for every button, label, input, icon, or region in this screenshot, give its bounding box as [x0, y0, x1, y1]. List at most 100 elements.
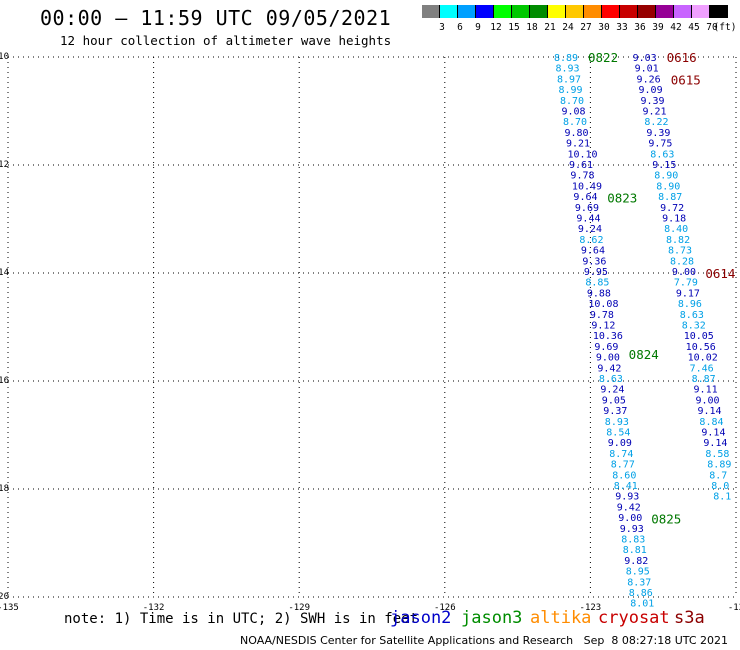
pass-time-label: 0824 — [629, 347, 659, 362]
color-scale-swatch — [512, 5, 530, 18]
color-scale-swatch — [584, 5, 602, 18]
wave-height-value: 9.15 — [652, 160, 676, 171]
wave-height-value: 9.03 — [633, 53, 657, 64]
wave-height-value: 8.89 — [707, 460, 731, 471]
color-scale-swatch — [710, 5, 728, 18]
wave-height-value: 10.08 — [588, 299, 618, 310]
wave-height-value: 8.99 — [558, 85, 582, 96]
wave-height-value: 9.39 — [640, 96, 664, 107]
chart-title: 00:00 – 11:59 UTC 09/05/2021 — [40, 6, 392, 30]
color-scale-swatch — [458, 5, 476, 18]
lat-tick-label: -16 — [0, 376, 9, 386]
wave-height-value: 8.81 — [623, 545, 647, 556]
wave-height-value: 8.84 — [699, 417, 723, 428]
wave-height-value: 9.12 — [591, 321, 615, 332]
wave-height-value: 9.93 — [620, 524, 644, 535]
lon-tick-label: -12 — [728, 603, 740, 613]
satellite-label-jason3: jason3 — [461, 608, 523, 628]
color-scale-swatch — [494, 5, 512, 18]
color-scale-swatch — [566, 5, 584, 18]
wave-height-value: 9.88 — [587, 288, 611, 299]
wave-height-value: 8.85 — [585, 278, 609, 289]
wave-height-value: 7.79 — [674, 278, 698, 289]
wave-height-value: 9.09 — [639, 85, 663, 96]
wave-height-value: 8.82 — [666, 235, 690, 246]
wave-height-value: 9.01 — [635, 64, 659, 75]
wave-height-value: 9.37 — [603, 406, 627, 417]
wave-height-value: 9.36 — [582, 256, 606, 267]
wave-height-value: 10.02 — [688, 353, 718, 364]
color-scale-label: 36 — [634, 22, 646, 33]
wave-height-value: 9.78 — [590, 310, 614, 321]
wave-height-value: 8.63 — [650, 149, 674, 160]
wave-height-value: 7.46 — [690, 363, 714, 374]
wave-height-value: 8.41 — [614, 481, 638, 492]
satellite-label-cryosat: cryosat — [598, 608, 670, 628]
footer-note: note: 1) Time is in UTC; 2) SWH is in fe… — [64, 611, 419, 627]
wave-height-value: 9.80 — [564, 128, 588, 139]
color-scale-label: 18 — [526, 22, 538, 33]
wave-height-value: 9.24 — [578, 224, 602, 235]
wave-height-value: 8.01 — [630, 599, 654, 610]
color-scale-swatch — [548, 5, 566, 18]
wave-height-value: 9.39 — [646, 128, 670, 139]
wave-height-value: 8.90 — [654, 171, 678, 182]
color-scale-label: 15 — [508, 22, 520, 33]
wave-height-value: 9.08 — [561, 107, 585, 118]
color-scale-label: 39 — [652, 22, 664, 33]
color-scale-swatch — [602, 5, 620, 18]
color-scale-label: 24 — [562, 22, 574, 33]
lat-tick-label: -10 — [0, 52, 9, 62]
color-scale-swatch — [638, 5, 656, 18]
color-scale-label: 30 — [598, 22, 610, 33]
wave-height-value: 8.93 — [605, 417, 629, 428]
wave-height-value: 9.44 — [576, 214, 600, 225]
color-scale-label: 27 — [580, 22, 592, 33]
lat-tick-label: -18 — [0, 484, 9, 494]
wave-height-value: 9.72 — [660, 203, 684, 214]
wave-height-value: 9.17 — [676, 288, 700, 299]
wave-height-value: 8.70 — [560, 96, 584, 107]
wave-height-value: 8.87 — [692, 374, 716, 385]
lon-tick-label: -123 — [580, 603, 602, 613]
wave-height-value: 9.42 — [617, 502, 641, 513]
wave-height-value: 9.09 — [608, 438, 632, 449]
wave-height-value: 8.0 — [711, 481, 729, 492]
color-scale-swatch — [476, 5, 494, 18]
wave-height-value: 8.93 — [555, 64, 579, 75]
wave-height-value: 8.62 — [579, 235, 603, 246]
satellite-label-jason2: jason2 — [390, 608, 452, 628]
wave-height-value: 8.58 — [705, 449, 729, 460]
wave-height-value: 9.00 — [696, 395, 720, 406]
wave-height-value: 10.49 — [572, 181, 602, 192]
lon-tick-label: -126 — [434, 603, 456, 613]
wave-height-value: 9.64 — [573, 192, 597, 203]
wave-height-value: 9.14 — [697, 406, 721, 417]
color-scale-legend: 3 6 9 12 15 18 21 24 27 30 33 36 39 42 45 70 (ft) — [422, 5, 736, 35]
wave-height-value: 8.97 — [557, 74, 581, 85]
wave-height-value: 9.14 — [701, 428, 725, 439]
wave-height-value: 8.7 — [709, 470, 727, 481]
color-scale-label: 33 — [616, 22, 628, 33]
wave-height-value: 9.95 — [584, 267, 608, 278]
wave-height-value: 9.78 — [570, 171, 594, 182]
wave-height-value: 9.82 — [624, 556, 648, 567]
color-scale-swatch — [656, 5, 674, 18]
wave-height-value: 9.64 — [581, 246, 605, 257]
color-scale-label: 70 — [706, 22, 718, 33]
lat-tick-label: -12 — [0, 160, 9, 170]
color-scale-label: 42 — [670, 22, 682, 33]
lon-tick-label: -129 — [288, 603, 310, 613]
lat-tick-label: -20 — [0, 592, 9, 602]
wave-height-value: 8.60 — [612, 470, 636, 481]
wave-height-value: 8.63 — [680, 310, 704, 321]
pass-time-label: 0823 — [607, 190, 637, 205]
credit-line: NOAA/NESDIS Center for Satellite Applica… — [240, 634, 729, 647]
wave-height-value: 8.54 — [606, 428, 630, 439]
lat-tick-label: -14 — [0, 268, 9, 278]
wave-height-value: 8.86 — [629, 588, 653, 599]
wave-height-value: 9.14 — [703, 438, 727, 449]
wave-height-value: 8.96 — [678, 299, 702, 310]
wave-height-value: 8.83 — [621, 535, 645, 546]
